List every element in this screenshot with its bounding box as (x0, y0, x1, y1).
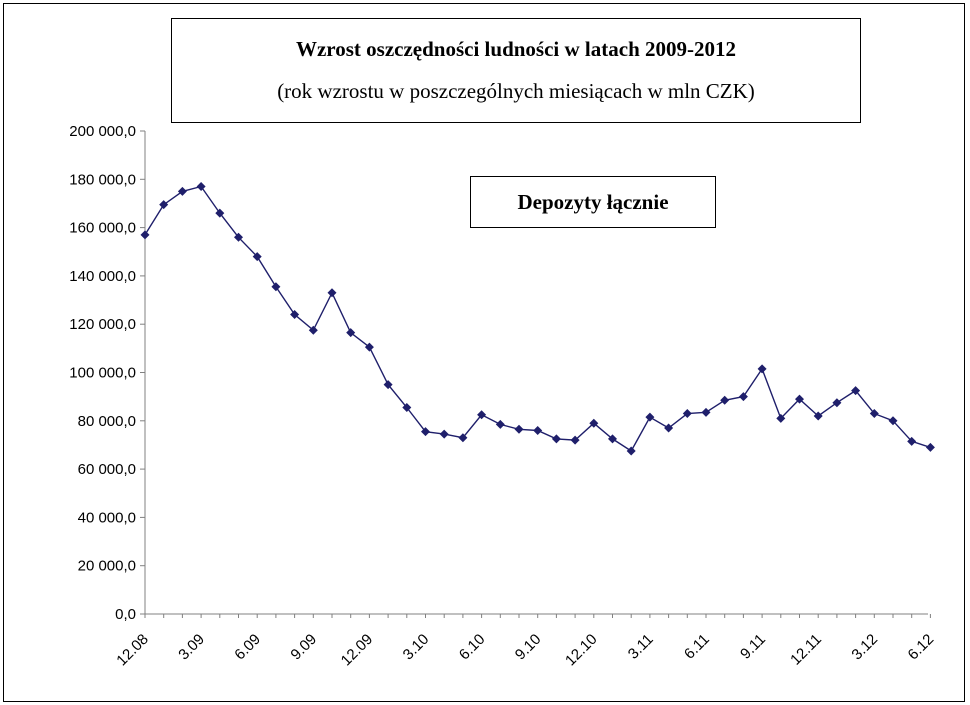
x-tick-label: 9.10 (512, 631, 545, 664)
y-tick-label: 60 000,0 (78, 461, 136, 478)
x-tick-label: 6.12 (905, 631, 938, 664)
data-point (383, 380, 393, 390)
y-tick-label: 200 000,0 (69, 123, 136, 140)
title-box: Wzrost oszczędności ludności w latach 20… (171, 18, 861, 123)
data-point (234, 232, 243, 242)
x-tick-label: 3.11 (625, 631, 657, 663)
chart-frame (3, 3, 965, 702)
data-point (551, 434, 561, 444)
data-point (177, 186, 187, 196)
data-point (327, 288, 337, 298)
chart-subtitle: (rok wzrostu w poszczególnych miesiącach… (277, 79, 755, 103)
y-tick-label: 20 000,0 (78, 558, 136, 575)
data-point (851, 386, 861, 396)
data-point (421, 427, 430, 437)
data-point (720, 395, 730, 405)
data-point (645, 412, 655, 422)
y-tick-label: 180 000,0 (69, 171, 136, 188)
chart-title: Wzrost oszczędności ludności w latach 20… (295, 37, 736, 61)
legend-label: Depozyty łącznie (517, 189, 669, 214)
data-point (346, 328, 356, 338)
data-point (682, 409, 692, 419)
data-point (869, 409, 879, 419)
data-point (701, 407, 711, 417)
data-point (364, 342, 374, 352)
data-point (907, 436, 917, 446)
data-point (570, 435, 580, 445)
y-tick-label: 40 000,0 (78, 509, 136, 526)
data-point (477, 410, 487, 420)
data-point (795, 394, 804, 404)
data-point (140, 230, 150, 240)
legend: Depozyty łącznie (470, 176, 716, 228)
data-point (608, 434, 617, 444)
y-tick-label: 0,0 (115, 606, 136, 623)
y-tick-label: 120 000,0 (69, 316, 136, 333)
x-tick-label: 12.09 (338, 631, 377, 670)
data-point (589, 418, 599, 428)
data-point (271, 282, 281, 292)
x-tick-label: 6.09 (231, 631, 264, 664)
x-tick-label: 3.12 (848, 631, 881, 664)
data-point (888, 416, 898, 426)
data-point (664, 423, 674, 433)
y-tick-label: 160 000,0 (69, 220, 136, 237)
x-axis-ticks: 12.08 3.09 6.09 9.09 12.09 3.10 6.10 9.10 12.10 3… (113, 614, 937, 669)
data-point (738, 392, 748, 402)
data-point (252, 252, 262, 262)
y-tick-label: 80 000,0 (78, 413, 136, 430)
data-point (196, 182, 206, 192)
data-point (402, 403, 412, 413)
data-point (533, 425, 543, 435)
x-tick-label: 12.11 (787, 631, 825, 669)
data-point (514, 424, 524, 434)
data-point (290, 310, 300, 320)
y-axis-ticks: 0,0 20 000,0 40 000,0 60 000,0 80 000,0 100 0… (69, 123, 145, 623)
x-tick-label: 3.09 (175, 631, 208, 664)
data-point (439, 429, 449, 439)
data-point (159, 200, 169, 210)
x-tick-label: 3.10 (400, 631, 433, 664)
y-tick-label: 100 000,0 (69, 365, 136, 382)
x-tick-label: 12.08 (113, 631, 152, 670)
x-tick-label: 12.10 (562, 631, 601, 670)
data-point (757, 364, 767, 374)
series-group (140, 182, 935, 456)
data-point (215, 208, 225, 218)
data-point (776, 413, 786, 423)
x-tick-label: 6.11 (681, 631, 713, 663)
data-point (832, 398, 842, 408)
x-tick-label: 9.11 (737, 631, 769, 663)
data-point (925, 442, 935, 452)
data-point (308, 325, 318, 335)
x-tick-label: 9.09 (287, 631, 320, 664)
data-point (495, 419, 505, 429)
y-tick-label: 140 000,0 (69, 268, 136, 285)
data-point (813, 411, 823, 421)
x-tick-label: 6.10 (456, 631, 489, 664)
data-point (458, 433, 468, 443)
data-point (626, 446, 636, 456)
